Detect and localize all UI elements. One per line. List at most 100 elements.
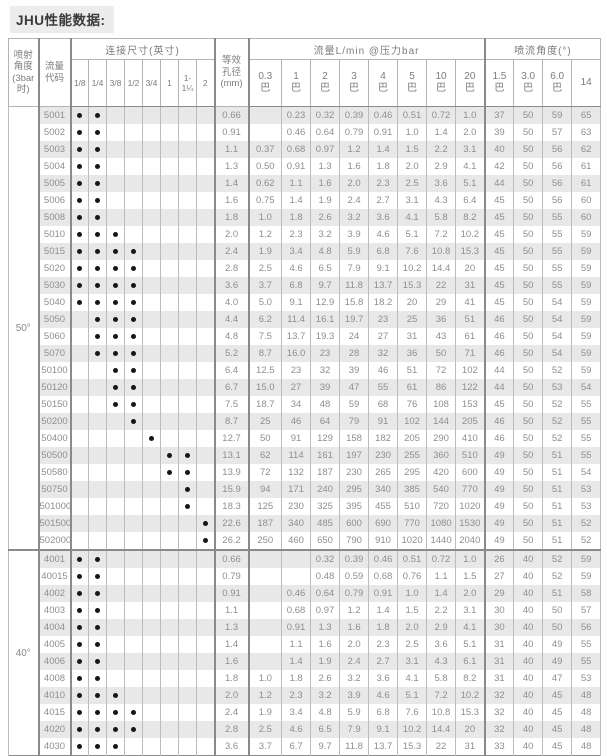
flow-value-cell: 2.7	[368, 192, 399, 209]
dot-indicator	[95, 607, 100, 613]
flow-value-cell: 0.62	[247, 175, 283, 192]
flow-value-cell: 18.7	[247, 396, 283, 413]
dot-indicator	[77, 726, 83, 732]
connection-dot-cell	[178, 670, 197, 687]
flow-code-cell: 5001	[37, 106, 71, 124]
flow-value-cell: 6.8	[368, 704, 399, 721]
spray-angle-cell: 32	[483, 721, 515, 738]
connection-dot-cell	[178, 158, 197, 175]
connection-dot-cell	[160, 158, 179, 175]
flow-value-cell: 5.0	[247, 294, 283, 311]
connection-dot-cell	[142, 379, 161, 396]
flow-value-cell: 2.9	[426, 158, 457, 175]
dot-indicator	[77, 607, 83, 613]
flow-value-cell: 4.1	[397, 209, 428, 226]
spray-angle-cell: 55	[542, 260, 573, 277]
spray-angle-cell: 40	[513, 670, 544, 687]
connection-dot-cell	[106, 568, 125, 585]
flow-value-cell: 3.2	[310, 687, 341, 704]
spray-angle-cell: 59	[571, 226, 602, 243]
flow-value-cell: 5.1	[397, 687, 428, 704]
connection-dot-cell	[88, 345, 107, 362]
connection-dot-cell	[160, 585, 179, 602]
dot-indicator	[95, 180, 100, 186]
connection-dot-cell	[195, 636, 216, 653]
orifice-cell: 1.4	[213, 636, 250, 653]
connection-dot-cell	[69, 687, 89, 704]
flow-value-cell: 197	[339, 447, 370, 464]
flow-value-cell: 4.1	[455, 158, 486, 175]
spray-angle-cell: 48	[571, 721, 602, 738]
dot-indicator	[77, 709, 83, 715]
flow-value-cell: 1.0	[455, 549, 486, 568]
spray-angle-cell: 45	[483, 192, 515, 209]
spray-angle-cell: 46	[483, 413, 515, 430]
dot-indicator	[113, 299, 118, 305]
flow-code-cell: 4030	[37, 738, 71, 756]
connection-dot-cell	[88, 653, 107, 670]
spray-angle-cell: 50	[513, 464, 544, 481]
flow-value-cell: 7.9	[339, 260, 370, 277]
flow-value-cell: 600	[339, 515, 370, 532]
flow-value-cell: 5.8	[426, 670, 457, 687]
connection-dot-cell	[69, 704, 89, 721]
flow-value-cell: 28	[339, 345, 370, 362]
connection-dot-cell	[195, 209, 216, 226]
performance-data-table: 喷射 角度 (3bar 时) 流量 代码 连接尺寸(英寸) 等效 孔径 (mm)…	[8, 38, 602, 756]
flow-value-cell: 11.8	[339, 277, 370, 294]
flow-value-cell: 7.9	[339, 721, 370, 738]
flow-value-cell: 68	[368, 396, 399, 413]
table-row: 4003 1.1 0.68 0.97 1.2 1.4 1.5 2.2 3.1 30 40 50 57	[9, 602, 602, 619]
spray-angle-cell: 40	[513, 619, 544, 636]
dot-indicator	[77, 590, 83, 596]
flow-value-cell: 10.2	[455, 687, 486, 704]
spray-angle-cell: 50	[513, 124, 544, 141]
flow-value-cell: 4.8	[310, 243, 341, 260]
connection-dot-cell	[69, 585, 89, 602]
connection-dot-cell	[124, 670, 143, 687]
flow-value-cell: 102	[455, 362, 486, 379]
table-row: 50500 13.1 62 114 161 197 230 255 360 510 49 50 51 55	[9, 447, 602, 464]
flow-value-cell: 2.4	[339, 653, 370, 670]
flow-value-cell: 6.7	[281, 738, 312, 756]
dot-indicator	[95, 590, 100, 596]
flow-value-cell: 18.2	[368, 294, 399, 311]
connection-dot-cell	[88, 721, 107, 738]
spray-angle-cell: 49	[542, 636, 573, 653]
flow-value-cell: 2.2	[426, 602, 457, 619]
flow-value-cell: 1.1	[426, 568, 457, 585]
connection-dot-cell	[124, 481, 143, 498]
connection-dot-cell	[88, 311, 107, 328]
dot-indicator	[95, 333, 100, 339]
connection-dot-cell	[195, 141, 216, 158]
connection-dot-cell	[142, 430, 161, 447]
flow-code-cell: 50400	[37, 430, 71, 447]
flow-value-cell: 1.1	[281, 175, 312, 192]
spray-angle-cell: 40	[513, 602, 544, 619]
flow-value-cell: 650	[310, 532, 341, 550]
flow-value-cell: 460	[281, 532, 312, 550]
connection-dot-cell	[88, 106, 107, 124]
flow-value-cell: 0.91	[281, 158, 312, 175]
dot-indicator	[131, 316, 136, 322]
flow-value-cell: 1020	[397, 532, 428, 550]
dot-indicator	[113, 265, 118, 271]
spray-angle-cell: 50	[513, 226, 544, 243]
spray-angle-cell: 62	[571, 141, 602, 158]
flow-value-cell: 7.6	[397, 704, 428, 721]
connection-dot-cell	[69, 175, 89, 192]
flow-value-cell: 3.2	[310, 226, 341, 243]
flow-value-cell: 23	[310, 345, 341, 362]
header-equivalent-orifice: 等效 孔径 (mm)	[213, 38, 250, 107]
spray-angle-cell: 49	[542, 653, 573, 670]
connection-dot-cell	[88, 277, 107, 294]
connection-dot-cell	[106, 704, 125, 721]
dot-indicator	[95, 709, 100, 715]
flow-value-cell: 32	[310, 362, 341, 379]
connection-dot-cell	[124, 345, 143, 362]
connection-dot-cell	[88, 158, 107, 175]
flow-value-cell: 510	[397, 498, 428, 515]
flow-value-cell	[281, 568, 312, 585]
table-row: 4030 3.6 3.7 6.7 9.7 11.8 13.7 15.3 22 31 33 40 45 48	[9, 738, 602, 756]
spray-angle-cell: 65	[571, 106, 602, 124]
